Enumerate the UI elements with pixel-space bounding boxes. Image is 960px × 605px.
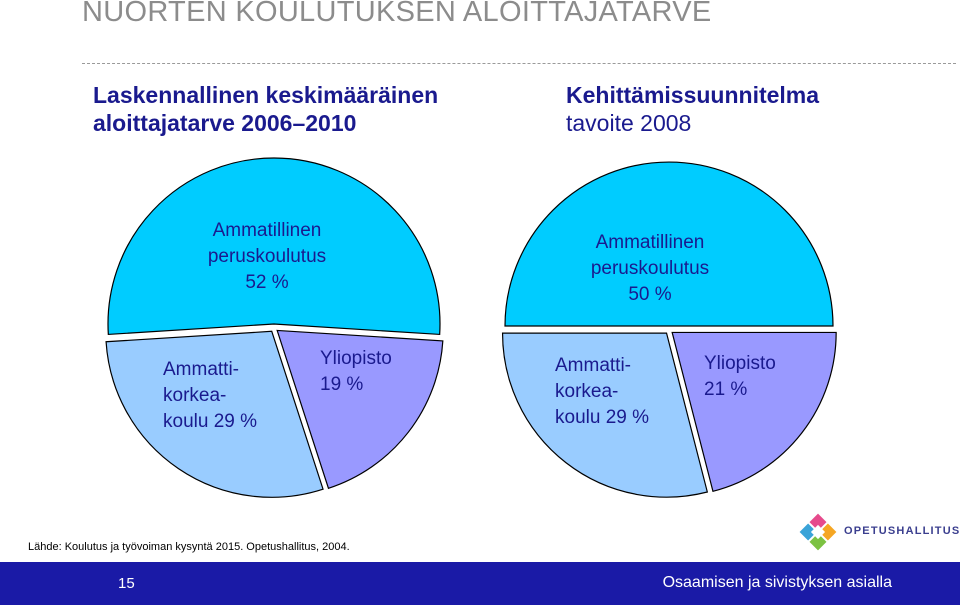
pie-right-heading-line-2: tavoite 2008 (566, 110, 692, 136)
slice-label-line: Ammatti- (163, 359, 239, 380)
logo-emblem-icon (799, 513, 837, 551)
pie-left-heading-line-1: Laskennallinen keskimääräinen (93, 82, 439, 108)
pie-right-heading-line-1: Kehittämissuunnitelma (566, 82, 820, 108)
slice-label-line: korkea- (555, 381, 618, 402)
pie-slice (107, 157, 441, 336)
slice-label-line: 19 % (320, 374, 363, 395)
pie-slice (276, 329, 444, 490)
slice-label: Ammatti-korkea-koulu 29 % (163, 359, 257, 432)
pie-right-heading: Kehittämissuunnitelma tavoite 2008 (566, 81, 819, 137)
slice-label: Ammatti-korkea-koulu 29 % (555, 355, 649, 428)
slice-label-line: peruskoulutus (208, 246, 326, 267)
slide-title: NUORTEN KOULUTUKSEN ALOITTAJATARVE (82, 0, 712, 28)
slice-label: Yliopisto 21 % (704, 353, 776, 400)
pie-slice (671, 331, 837, 493)
slice-label-line: 52 % (245, 272, 288, 293)
slice-label: Ammatillinen peruskoulutus 52 % (208, 220, 326, 293)
slice-label: Ammatillinen peruskoulutus 50 % (591, 232, 709, 305)
logo-wordmark: OPETUSHALLITUS (844, 525, 960, 537)
footer-tagline: Osaamisen ja sivistyksen asialla (662, 574, 892, 591)
slice-label-line: peruskoulutus (591, 258, 709, 279)
footer-bar: 15 Osaamisen ja sivistyksen asialla (0, 562, 960, 605)
source-note: Lähde: Koulutus ja työvoiman kysyntä 201… (28, 541, 350, 553)
pie-left-heading-line-2: aloittajatarve 2006–2010 (93, 110, 357, 136)
pie-slice (504, 161, 834, 327)
slice-label-line: Yliopisto (320, 348, 392, 369)
pie-left: Ammatillinen peruskoulutus 52 % Yliopisto 19… (105, 157, 444, 498)
slice-label-line: Yliopisto (704, 353, 776, 374)
slice-label-line: 50 % (628, 284, 671, 305)
pie-charts: Ammatillinen peruskoulutus 52 % Yliopisto 19… (105, 157, 837, 498)
pie-right: Ammatillinen peruskoulutus 50 % Yliopisto 21… (501, 161, 837, 498)
slice-label-line: koulu 29 % (163, 411, 257, 432)
slice-label-line: Ammatillinen (213, 220, 322, 241)
slice-label-line: Ammatillinen (596, 232, 705, 253)
slice-label-line: Ammatti- (555, 355, 631, 376)
pie-left-heading: Laskennallinen keskimääräinen aloittajat… (93, 81, 438, 137)
opetushallitus-logo: OPETUSHALLITUS (796, 510, 959, 554)
slice-label-line: korkea- (163, 385, 226, 406)
slice-label: Yliopisto 19 % (320, 348, 392, 395)
title-divider (82, 63, 956, 64)
pie-slice (105, 330, 324, 498)
slice-label-line: koulu 29 % (555, 407, 649, 428)
slice-label-line: 21 % (704, 379, 747, 400)
pie-slice (501, 332, 709, 498)
page-number: 15 (118, 575, 135, 592)
